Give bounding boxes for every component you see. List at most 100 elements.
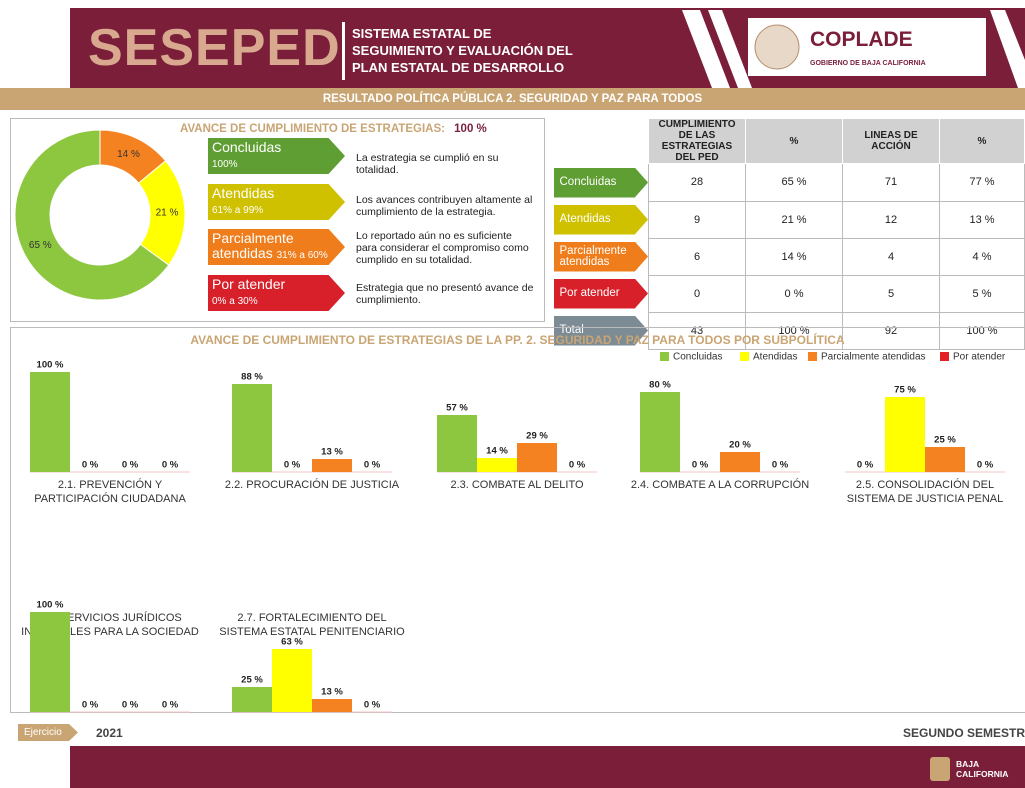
legend-label: Atendidas [753, 352, 797, 363]
legend-box: Por atender 0% a 30% [208, 275, 345, 311]
table-cell: Total [553, 312, 649, 349]
description: La estrategia se cumplió en su totalidad… [356, 152, 499, 176]
legend-swatch [940, 352, 949, 361]
label: Concluidas [212, 139, 282, 155]
description: Los avances contribuyen altamente al cum… [356, 194, 533, 218]
bar [720, 452, 760, 472]
header-cell: % [939, 118, 1025, 164]
footer-band [70, 746, 1025, 788]
range: 100% [212, 159, 238, 170]
table-cell: 5 % [939, 274, 1025, 313]
row-label: Atendidas [553, 204, 648, 235]
bar-label: 75 % [894, 385, 916, 396]
bar-label: 0 % [162, 700, 179, 711]
bar-label: 0 % [122, 460, 139, 471]
group-title: PARTICIPACIÓN CIUDADANA [34, 492, 186, 505]
bar-label: 0 % [772, 460, 789, 471]
subpolicy-panel [10, 327, 1025, 713]
bar-label: 0 % [82, 700, 99, 711]
table-cell: 0 [648, 274, 746, 313]
state: BAJA CALIFORNIA [956, 759, 1008, 779]
table-cell: Parcialmente atendidas [553, 238, 649, 275]
bar-label: 0 % [82, 460, 99, 471]
bar-label: 88 % [241, 372, 263, 383]
header-cell: LINEAS DE ACCIÓN [842, 118, 940, 164]
brand: SESEPED [88, 19, 341, 77]
bar-label: 0 % [857, 460, 874, 471]
legend-box: Concluidas 100% [208, 138, 345, 174]
legend-swatch [808, 352, 817, 361]
seal [754, 24, 800, 70]
group-title: 2.2. PROCURACIÓN DE JUSTICIA [225, 478, 400, 491]
bar-label: 20 % [729, 440, 751, 451]
bar-label: 0 % [284, 460, 301, 471]
group-title: 2.1. PREVENCIÓN Y [58, 478, 163, 491]
bar-label: 80 % [649, 380, 671, 391]
header-decor [0, 10, 1025, 110]
table-cell: 6 [648, 237, 746, 276]
group-title: 2.5. CONSOLIDACIÓN DEL [856, 478, 994, 491]
table-cell: 0 % [745, 274, 843, 313]
bar-label: 25 % [241, 675, 263, 686]
subtitle-line: SEGUIMIENTO Y EVALUACIÓN DEL [352, 43, 573, 58]
table-cell: 14 % [745, 237, 843, 276]
divider [342, 22, 345, 80]
bar [272, 649, 312, 712]
table-cell: Atendidas [553, 201, 649, 238]
bar [30, 612, 70, 712]
table-row: Por atender 0 0 % 5 5 % [553, 274, 1025, 313]
banner [0, 88, 1025, 110]
header-cell: CUMPLIMIENTO DE LAS ESTRATEGIAS DEL PED [648, 118, 746, 164]
bar-label: 0 % [569, 460, 586, 471]
footer-label: Ejercicio [18, 724, 78, 741]
bar-label: 0 % [364, 460, 381, 471]
header-cell: % [745, 118, 843, 164]
label: atendidas [212, 245, 273, 261]
bar-label: 100 % [37, 600, 64, 611]
range: 31% a 60% [276, 250, 328, 261]
range: 61% a 99% [212, 205, 264, 216]
subtitle: SISTEMA ESTATAL DE SEGUIMIENTO Y EVALUAC… [352, 25, 573, 76]
org: COPLADE [810, 28, 913, 51]
bar [232, 384, 272, 472]
bar [925, 447, 965, 472]
description: Lo reportado aún no es suficiente para c… [356, 230, 529, 266]
legend-box: Atendidas 61% a 99% [208, 184, 345, 220]
label: Por atender [212, 276, 286, 292]
group-title: 2.7. FORTALECIMIENTO DEL [237, 612, 386, 624]
bar [30, 372, 70, 472]
bar [312, 459, 352, 472]
table-row: Concluidas 28 65 % 71 77 % [553, 163, 1025, 202]
bar-label: 0 % [162, 460, 179, 471]
range: 0% a 30% [212, 296, 258, 307]
stripe [708, 10, 752, 88]
bar [232, 687, 272, 712]
legend-swatch [740, 352, 749, 361]
heading: AVANCE DE CUMPLIMIENTO DE ESTRATEGIAS: [180, 123, 445, 135]
subpolicy-title: AVANCE DE CUMPLIMIENTO DE ESTRATEGIAS DE… [190, 333, 845, 347]
table-cell: 65 % [745, 163, 843, 202]
period: SEGUNDO SEMESTR [902, 726, 1025, 740]
label: Atendidas [212, 185, 275, 201]
table-cell: 4 [842, 237, 940, 276]
stripe [682, 10, 730, 88]
legend-label: Concluidas [673, 352, 722, 363]
org-sub: GOBIERNO DE BAJA CALIFORNIA [810, 60, 926, 67]
table-row: Parcialmente atendidas 6 14 % 4 4 % [553, 237, 1025, 276]
bar-label: 0 % [122, 700, 139, 711]
bar-label: 100 % [37, 360, 64, 371]
bar-label: 0 % [977, 460, 994, 471]
slice-label: 65 % [29, 240, 52, 251]
bar-label: 13 % [321, 687, 343, 698]
bar-label: 57 % [446, 403, 468, 414]
summary-table: CUMPLIMIENTO DE LAS ESTRATEGIAS DEL PED … [553, 118, 1025, 350]
row-label: Total [553, 315, 648, 346]
donut-slice [14, 129, 170, 301]
label: Parcialmente [212, 230, 294, 246]
slice-label: 21 % [156, 208, 179, 219]
legend-label: Parcialmente atendidas [821, 352, 926, 363]
header-row: CUMPLIMIENTO DE LAS ESTRATEGIAS DEL PED … [553, 118, 1025, 164]
total: 100 % [454, 123, 487, 135]
